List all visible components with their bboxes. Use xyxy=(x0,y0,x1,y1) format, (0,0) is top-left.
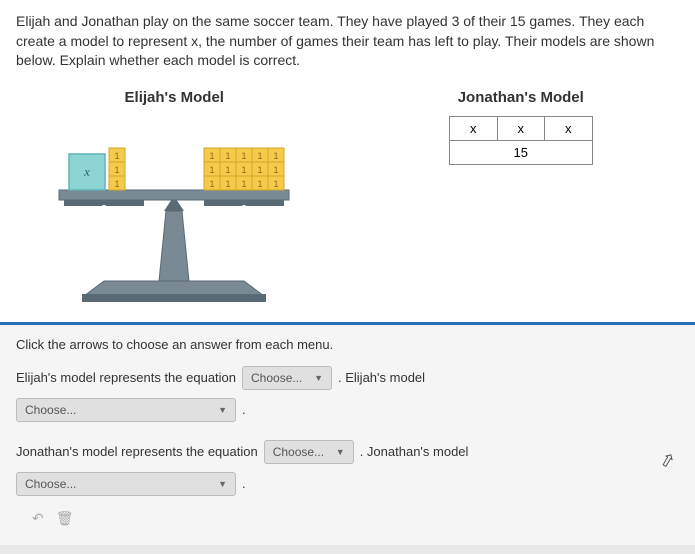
period-text: . xyxy=(242,402,246,417)
svg-text:1: 1 xyxy=(210,151,215,161)
dropdown-label: Choose... xyxy=(25,403,76,417)
elijah-answer-row: Elijah's model represents the equation C… xyxy=(16,366,679,390)
elijah-equation-dropdown[interactable]: Choose... ▼ xyxy=(242,366,332,390)
chevron-down-icon: ▼ xyxy=(218,405,227,415)
svg-text:1: 1 xyxy=(115,165,120,175)
svg-text:1: 1 xyxy=(226,165,231,175)
bar-cell: x xyxy=(497,116,545,140)
svg-text:1: 1 xyxy=(258,165,263,175)
jonathan-answer-row: Jonathan's model represents the equation… xyxy=(16,440,679,464)
svg-text:1: 1 xyxy=(242,179,247,189)
elijah-prefix-text: Elijah's model represents the equation xyxy=(16,370,236,385)
svg-text:1: 1 xyxy=(258,151,263,161)
elijah-suffix-text: . Elijah's model xyxy=(338,370,425,385)
svg-text:1: 1 xyxy=(274,151,279,161)
elijah-title: Elijah's Model xyxy=(16,89,333,106)
svg-text:1: 1 xyxy=(226,179,231,189)
svg-text:1: 1 xyxy=(258,179,263,189)
period-text: . xyxy=(242,476,246,491)
svg-text:1: 1 xyxy=(115,151,120,161)
bar-cell: x xyxy=(450,116,498,140)
elijah-correctness-dropdown[interactable]: Choose... ▼ xyxy=(16,398,236,422)
footer-toolbar: ↶ 🗑 xyxy=(16,504,679,533)
svg-text:1: 1 xyxy=(210,165,215,175)
answer-instruction: Click the arrows to choose an answer fro… xyxy=(16,337,679,352)
trash-icon[interactable]: 🗑 xyxy=(56,510,74,527)
elijah-correctness-row: Choose... ▼ . xyxy=(16,398,679,422)
models-section: Elijah's Model x 1 1 1 1 1 1 1 1 1 1 1 1 1 1 1 1 1 1 Jonat… xyxy=(16,81,679,322)
jonathan-model-column: Jonathan's Model xxx 15 xyxy=(363,89,680,165)
svg-text:1: 1 xyxy=(115,179,120,189)
elijah-balance-diagram: x 1 1 1 1 1 1 1 1 1 1 1 1 1 1 1 1 1 1 xyxy=(34,116,314,306)
svg-text:x: x xyxy=(83,164,90,179)
svg-text:1: 1 xyxy=(274,165,279,175)
dropdown-label: Choose... xyxy=(273,445,324,459)
svg-text:1: 1 xyxy=(226,151,231,161)
elijah-model-column: Elijah's Model x 1 1 1 1 1 1 1 1 1 1 1 1 1 1 1 1 1 1 xyxy=(16,89,333,306)
svg-text:1: 1 xyxy=(242,151,247,161)
jonathan-equation-dropdown[interactable]: Choose... ▼ xyxy=(264,440,354,464)
svg-text:1: 1 xyxy=(210,179,215,189)
dropdown-label: Choose... xyxy=(25,477,76,491)
chevron-down-icon: ▼ xyxy=(314,373,323,383)
undo-icon[interactable]: ↶ xyxy=(32,510,44,527)
bar-cell: x xyxy=(545,116,593,140)
chevron-down-icon: ▼ xyxy=(336,447,345,457)
chevron-down-icon: ▼ xyxy=(218,479,227,489)
answer-panel: Click the arrows to choose an answer fro… xyxy=(0,322,695,545)
jonathan-correctness-row: Choose... ▼ . xyxy=(16,472,679,496)
jonathan-suffix-text: . Jonathan's model xyxy=(360,444,469,459)
jonathan-bar-model: xxx 15 xyxy=(449,116,593,165)
svg-text:1: 1 xyxy=(242,165,247,175)
svg-text:1: 1 xyxy=(274,179,279,189)
jonathan-correctness-dropdown[interactable]: Choose... ▼ xyxy=(16,472,236,496)
jonathan-prefix-text: Jonathan's model represents the equation xyxy=(16,444,258,459)
problem-statement: Elijah and Jonathan play on the same soc… xyxy=(16,12,679,71)
dropdown-label: Choose... xyxy=(251,371,302,385)
jonathan-title: Jonathan's Model xyxy=(363,89,680,106)
